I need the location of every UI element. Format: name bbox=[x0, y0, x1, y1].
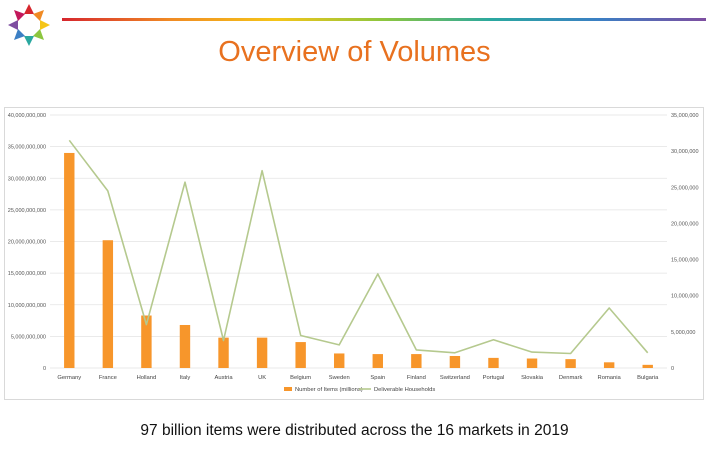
bar bbox=[295, 342, 305, 368]
x-tick-label: Italy bbox=[180, 375, 191, 381]
logo-petal bbox=[33, 10, 44, 21]
header-rule bbox=[62, 18, 706, 21]
y-right-tick-label: 15,000,000 bbox=[671, 258, 699, 264]
x-tick-label: Finland bbox=[407, 375, 426, 381]
legend-label-line: Deliverable Households bbox=[374, 387, 435, 393]
x-tick-label: Switzerland bbox=[440, 375, 470, 381]
y-right-tick-label: 35,000,000 bbox=[671, 113, 699, 119]
y-right-tick-label: 20,000,000 bbox=[671, 221, 699, 227]
x-tick-label: Slovakia bbox=[521, 375, 544, 381]
y-right-tick-label: 5,000,000 bbox=[671, 330, 695, 336]
bar bbox=[643, 365, 653, 368]
logo-petal bbox=[8, 20, 18, 30]
y-left-tick-label: 35,000,000,000 bbox=[8, 145, 46, 151]
bar bbox=[103, 240, 113, 368]
bar bbox=[565, 359, 575, 368]
bar bbox=[450, 356, 460, 368]
x-tick-label: France bbox=[99, 375, 117, 381]
x-tick-label: Bulgaria bbox=[637, 375, 659, 381]
x-tick-label: Belgium bbox=[290, 375, 311, 381]
y-left-tick-label: 5,000,000,000 bbox=[11, 334, 46, 340]
logo-petal bbox=[24, 4, 34, 14]
x-tick-label: Austria bbox=[215, 375, 234, 381]
x-tick-label: Portugal bbox=[483, 375, 505, 381]
legend-swatch-bars bbox=[284, 387, 292, 391]
x-tick-label: UK bbox=[258, 375, 266, 381]
y-left-tick-label: 25,000,000,000 bbox=[8, 208, 46, 214]
x-tick-label: Romania bbox=[598, 375, 622, 381]
x-tick-label: Holland bbox=[137, 375, 157, 381]
bar bbox=[180, 325, 190, 368]
y-right-tick-label: 10,000,000 bbox=[671, 294, 699, 300]
y-left-tick-label: 20,000,000,000 bbox=[8, 240, 46, 246]
bar bbox=[64, 153, 74, 368]
y-left-tick-label: 40,000,000,000 bbox=[8, 113, 46, 119]
x-tick-label: Spain bbox=[370, 375, 385, 381]
y-right-tick-label: 30,000,000 bbox=[671, 149, 699, 155]
line-series bbox=[69, 140, 647, 353]
slide-caption: 97 billion items were distributed across… bbox=[0, 422, 709, 440]
logo-center bbox=[23, 19, 35, 31]
bar bbox=[373, 354, 383, 368]
x-tick-label: Sweden bbox=[329, 375, 350, 381]
bar bbox=[334, 353, 344, 368]
y-left-tick-label: 10,000,000,000 bbox=[8, 303, 46, 309]
y-left-tick-label: 0 bbox=[43, 366, 46, 372]
bar bbox=[257, 338, 267, 368]
y-right-tick-label: 0 bbox=[671, 366, 674, 372]
logo-petal bbox=[14, 10, 25, 21]
bar bbox=[527, 359, 537, 368]
y-left-tick-label: 15,000,000,000 bbox=[8, 271, 46, 277]
bar bbox=[411, 354, 421, 368]
bar bbox=[488, 358, 498, 368]
chart: 0 5,000,000,000 10,000,000,000 15,000,000,0… bbox=[5, 108, 703, 399]
y-left-tick-label: 30,000,000,000 bbox=[8, 176, 46, 182]
page-title: Overview of Volumes bbox=[0, 36, 709, 69]
x-tick-label: Germany bbox=[57, 375, 81, 381]
logo-petal bbox=[40, 20, 50, 30]
x-tick-label: Denmark bbox=[559, 375, 583, 381]
chart-frame: 0 5,000,000,000 10,000,000,000 15,000,000,0… bbox=[4, 107, 704, 400]
bar bbox=[218, 338, 228, 368]
y-right-tick-label: 25,000,000 bbox=[671, 185, 699, 191]
bar bbox=[604, 362, 614, 368]
legend-label-bars: Number of Items (millions) bbox=[295, 387, 363, 393]
